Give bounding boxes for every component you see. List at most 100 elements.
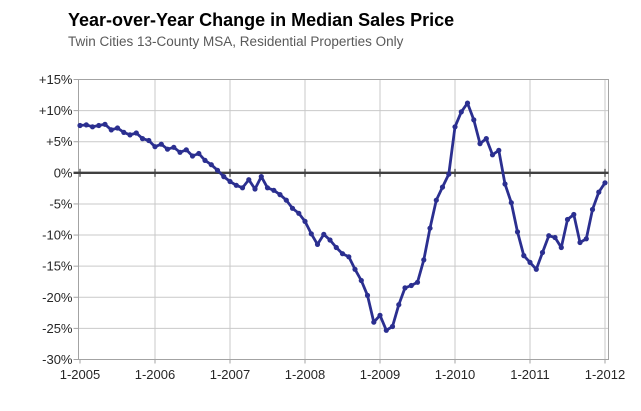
y-tick-label: -10% xyxy=(42,228,73,243)
x-tick-label: 1-2007 xyxy=(210,367,250,382)
data-point-marker xyxy=(421,257,427,263)
data-point-marker xyxy=(233,182,239,188)
data-point-marker xyxy=(221,174,227,180)
data-point-marker xyxy=(489,152,496,158)
x-tick-label: 1-2008 xyxy=(285,367,325,382)
chart-title: Year-over-Year Change in Median Sales Pr… xyxy=(68,10,455,30)
data-point-marker xyxy=(464,100,471,106)
data-point-marker xyxy=(121,129,127,135)
y-tick-label: -20% xyxy=(42,290,73,305)
data-point-marker xyxy=(164,146,171,152)
x-tick-label: 1-2012 xyxy=(585,367,625,382)
data-point-marker xyxy=(264,185,271,191)
data-point-marker xyxy=(527,259,533,265)
data-point-marker xyxy=(371,319,377,325)
data-point-marker xyxy=(589,206,596,213)
data-point-marker xyxy=(202,157,208,163)
data-point-marker xyxy=(427,225,433,231)
data-point-marker xyxy=(377,312,383,318)
data-point-marker xyxy=(414,279,421,285)
y-tick-label: -30% xyxy=(42,352,73,367)
data-point-marker xyxy=(383,327,389,333)
data-point-marker xyxy=(477,141,483,147)
x-tick-label: 1-2010 xyxy=(435,367,475,382)
data-point-marker xyxy=(252,186,258,192)
data-point-marker xyxy=(446,171,452,177)
data-point-marker xyxy=(158,141,164,147)
data-point-marker xyxy=(471,117,477,123)
y-tick-label: -5% xyxy=(49,196,73,211)
data-point-marker xyxy=(552,234,558,241)
chart-subtitle: Twin Cities 13-County MSA, Residential P… xyxy=(68,34,404,49)
data-point-marker xyxy=(583,236,589,242)
data-point-marker xyxy=(152,144,158,150)
y-tick-label: +15% xyxy=(39,72,73,87)
data-point-marker xyxy=(339,251,346,257)
y-tick-label: 0% xyxy=(54,165,73,180)
data-point-marker xyxy=(189,153,196,159)
data-point-marker xyxy=(389,323,396,330)
data-point-marker xyxy=(521,253,527,259)
data-point-marker xyxy=(408,282,414,289)
data-point-marker xyxy=(571,211,577,218)
data-point-marker xyxy=(346,254,352,260)
data-point-marker xyxy=(358,277,364,284)
data-point-marker xyxy=(352,266,358,272)
data-point-marker xyxy=(208,162,214,168)
data-point-marker xyxy=(183,147,189,153)
data-point-marker xyxy=(321,231,327,237)
data-point-marker xyxy=(77,122,83,129)
data-point-marker xyxy=(314,241,321,247)
data-point-marker xyxy=(533,266,539,272)
data-point-marker xyxy=(596,189,602,195)
data-point-marker xyxy=(558,244,564,251)
data-point-marker xyxy=(564,216,571,223)
data-point-marker xyxy=(402,285,408,291)
data-point-marker xyxy=(139,136,146,142)
y-tick-label: +10% xyxy=(39,103,73,118)
data-point-marker xyxy=(514,229,521,235)
data-point-marker xyxy=(508,200,514,206)
data-point-marker xyxy=(289,205,296,211)
data-point-marker xyxy=(364,292,371,298)
data-point-marker xyxy=(277,192,283,198)
y-tick-label: -25% xyxy=(42,321,73,336)
x-tick-label: 1-2006 xyxy=(135,367,175,382)
data-point-marker xyxy=(127,132,133,138)
data-point-marker xyxy=(108,127,114,133)
data-point-marker xyxy=(246,177,252,183)
data-point-marker xyxy=(439,184,446,190)
data-point-marker xyxy=(196,150,202,157)
data-point-marker xyxy=(502,181,508,187)
data-point-marker xyxy=(302,218,308,224)
data-point-marker xyxy=(602,180,608,186)
data-point-marker xyxy=(83,122,89,128)
data-point-marker xyxy=(89,124,96,130)
data-point-marker xyxy=(433,197,439,203)
plot-border xyxy=(78,79,609,360)
data-point-marker xyxy=(271,187,277,193)
data-point-marker xyxy=(133,130,139,136)
y-tick-label: +5% xyxy=(46,134,73,149)
data-point-marker xyxy=(452,124,458,130)
data-point-marker xyxy=(177,149,183,155)
data-point-marker xyxy=(396,302,402,308)
data-point-marker xyxy=(496,147,502,153)
data-point-marker xyxy=(577,239,583,246)
x-tick-label: 1-2011 xyxy=(510,367,550,382)
data-point-marker xyxy=(458,109,464,115)
data-point-marker xyxy=(227,178,233,185)
data-point-marker xyxy=(327,237,333,243)
data-point-marker xyxy=(146,137,152,144)
x-tick-label: 1-2005 xyxy=(60,367,100,382)
data-point-marker xyxy=(171,144,177,150)
y-tick-label: -15% xyxy=(42,259,73,274)
data-point-marker xyxy=(96,122,102,129)
data-point-marker xyxy=(114,125,121,131)
x-tick-label: 1-2009 xyxy=(360,367,400,382)
data-point-marker xyxy=(283,197,289,203)
data-point-marker xyxy=(102,121,108,127)
data-point-marker xyxy=(258,174,264,180)
